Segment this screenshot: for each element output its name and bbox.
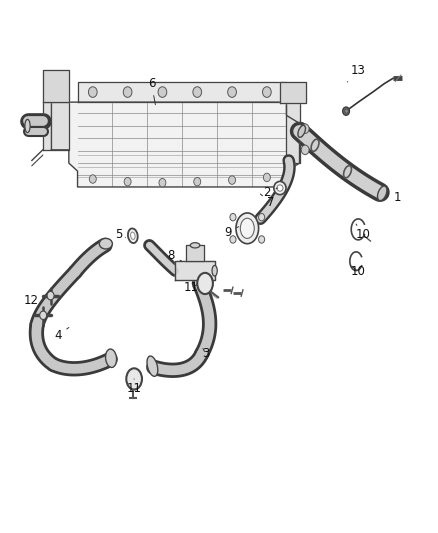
Circle shape bbox=[194, 177, 201, 186]
Circle shape bbox=[88, 87, 97, 98]
Circle shape bbox=[343, 107, 350, 115]
Ellipse shape bbox=[298, 125, 305, 138]
Ellipse shape bbox=[190, 243, 200, 248]
Ellipse shape bbox=[240, 218, 254, 238]
Circle shape bbox=[159, 179, 166, 187]
Circle shape bbox=[40, 311, 47, 319]
Ellipse shape bbox=[277, 185, 283, 191]
Ellipse shape bbox=[128, 229, 138, 243]
Text: 2: 2 bbox=[263, 186, 278, 199]
Circle shape bbox=[229, 176, 236, 184]
Polygon shape bbox=[43, 70, 69, 102]
Text: 13: 13 bbox=[347, 64, 366, 82]
Ellipse shape bbox=[25, 119, 30, 133]
Text: 7: 7 bbox=[260, 194, 275, 209]
Circle shape bbox=[158, 87, 167, 98]
Polygon shape bbox=[43, 102, 69, 150]
Text: 10: 10 bbox=[351, 265, 366, 278]
Circle shape bbox=[258, 236, 265, 243]
Text: 6: 6 bbox=[148, 77, 155, 104]
Ellipse shape bbox=[378, 186, 387, 200]
Polygon shape bbox=[176, 261, 215, 280]
Text: 11: 11 bbox=[127, 379, 141, 395]
Ellipse shape bbox=[131, 232, 135, 239]
Ellipse shape bbox=[147, 356, 158, 376]
Polygon shape bbox=[51, 102, 300, 187]
Circle shape bbox=[124, 177, 131, 186]
Ellipse shape bbox=[126, 368, 142, 390]
Text: 9: 9 bbox=[224, 225, 239, 239]
Ellipse shape bbox=[99, 238, 113, 249]
Text: 3: 3 bbox=[202, 348, 210, 360]
Circle shape bbox=[230, 236, 236, 243]
Ellipse shape bbox=[197, 273, 213, 294]
Text: 11: 11 bbox=[183, 281, 198, 294]
Polygon shape bbox=[280, 82, 306, 103]
Polygon shape bbox=[78, 82, 286, 102]
Polygon shape bbox=[286, 102, 300, 163]
Circle shape bbox=[258, 214, 265, 221]
Text: 8: 8 bbox=[167, 249, 182, 262]
Circle shape bbox=[47, 292, 54, 300]
Polygon shape bbox=[186, 245, 204, 261]
Text: 12: 12 bbox=[24, 294, 45, 308]
Circle shape bbox=[193, 87, 201, 98]
Ellipse shape bbox=[236, 213, 258, 244]
Text: 10: 10 bbox=[355, 224, 370, 241]
Circle shape bbox=[301, 124, 309, 133]
Circle shape bbox=[301, 145, 309, 155]
Text: 1: 1 bbox=[388, 191, 401, 204]
Circle shape bbox=[123, 87, 132, 98]
Circle shape bbox=[263, 173, 270, 182]
Ellipse shape bbox=[212, 265, 217, 276]
Circle shape bbox=[345, 109, 348, 114]
Circle shape bbox=[89, 175, 96, 183]
Text: 4: 4 bbox=[54, 327, 69, 342]
Circle shape bbox=[262, 87, 271, 98]
Text: 5: 5 bbox=[115, 228, 125, 241]
Ellipse shape bbox=[106, 349, 117, 367]
Circle shape bbox=[230, 214, 236, 221]
Circle shape bbox=[228, 87, 237, 98]
Ellipse shape bbox=[274, 181, 286, 195]
